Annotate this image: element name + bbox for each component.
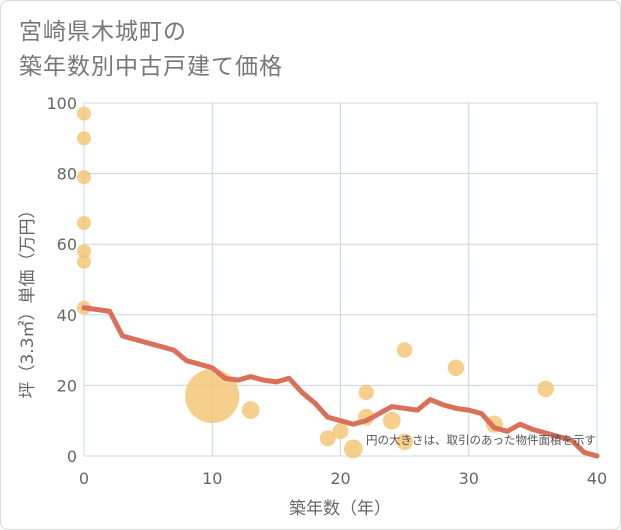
bubble-point xyxy=(241,401,260,419)
bubble-point xyxy=(77,131,91,146)
x-tick-label: 30 xyxy=(459,469,479,488)
y-tick-label: 0 xyxy=(67,447,77,466)
y-tick-label: 60 xyxy=(57,235,77,254)
bubble-point xyxy=(77,106,91,121)
y-axis-label: 坪（3.3㎡）単価（万円） xyxy=(18,201,38,398)
y-tick-label: 100 xyxy=(46,94,77,113)
x-tick-label: 20 xyxy=(330,469,350,488)
bubble-point xyxy=(185,368,240,424)
chart-title: 宮崎県木城町の 築年数別中古戸建て価格 xyxy=(19,15,579,85)
average-line-series xyxy=(81,305,600,459)
bubble-point xyxy=(396,433,413,451)
bubble-point xyxy=(332,423,349,440)
y-tick-label: 40 xyxy=(57,306,77,325)
y-tick-label: 80 xyxy=(57,165,77,184)
axis-ticks: 0 10 20 30 40 0 20 40 60 80 100 xyxy=(46,94,607,488)
bubble-point xyxy=(382,411,401,430)
chart-title-line-1: 宮崎県木城町の xyxy=(19,19,187,45)
bubble-point xyxy=(319,430,336,447)
bubble-point xyxy=(77,170,91,185)
x-tick-label: 40 xyxy=(587,469,607,488)
bubble-point xyxy=(447,359,465,377)
bubble-point xyxy=(358,384,374,401)
bubble-point xyxy=(77,254,91,269)
bubble-point xyxy=(537,380,554,398)
y-tick-label: 20 xyxy=(57,376,77,395)
bubble-point xyxy=(396,342,413,358)
average-price-line xyxy=(81,305,600,459)
grid-lines xyxy=(84,103,597,456)
bubble-point xyxy=(343,439,363,459)
bubble-point xyxy=(77,244,91,259)
size-legend-note: 円の大きさは、取引のあった物件面積を示す xyxy=(366,433,596,447)
x-axis-label: 築年数（年） xyxy=(289,499,391,519)
x-tick-label: 0 xyxy=(79,469,89,488)
bubble-series xyxy=(77,106,554,459)
chart-title-line-2: 築年数別中古戸建て価格 xyxy=(19,54,283,80)
x-tick-label: 10 xyxy=(202,469,222,488)
bubble-point xyxy=(77,216,91,231)
